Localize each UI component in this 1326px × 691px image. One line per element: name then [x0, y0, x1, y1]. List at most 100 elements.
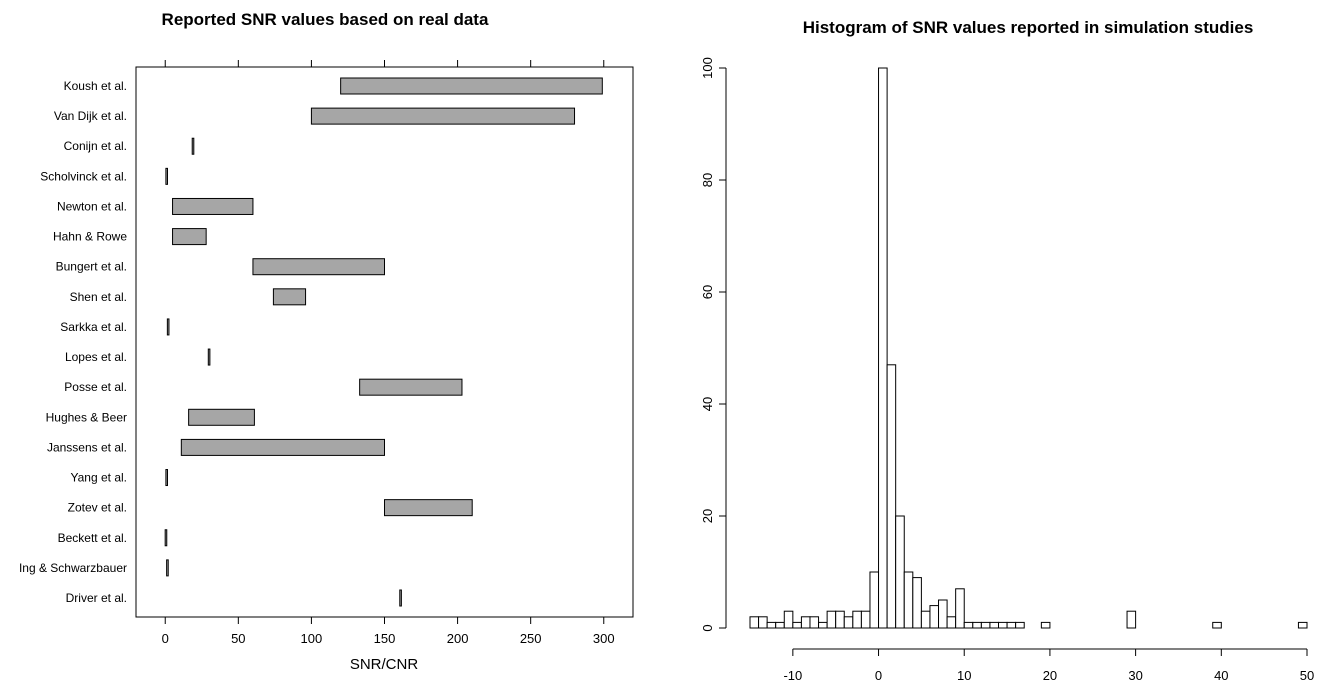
x-tick-label: 50 [231, 631, 245, 646]
x-tick-label: 0 [875, 668, 882, 683]
range-bar [164, 529, 168, 547]
histogram-bar [758, 616, 768, 629]
histogram-bar [749, 616, 760, 629]
snr-simulation-histogram: Histogram of SNR values reported in simu… [700, 18, 1314, 683]
y-tick-label: 40 [700, 397, 715, 411]
histogram-bar [800, 616, 811, 629]
histogram-bar [895, 515, 905, 629]
range-bar [166, 559, 169, 577]
right-x-axis: -10 0 10 20 30 40 50 [783, 648, 1314, 683]
histogram-bar [1297, 621, 1308, 629]
histogram-bar [886, 364, 897, 629]
histogram-bar [938, 599, 948, 629]
histogram-bar [826, 610, 837, 629]
histogram-bar [766, 621, 777, 629]
study-label: Hahn & Rowe [53, 230, 127, 244]
study-label: Beckett et al. [58, 531, 127, 545]
histogram-bar [1015, 621, 1025, 629]
histogram-bar [1212, 621, 1222, 629]
y-tick-label: 60 [700, 285, 715, 299]
study-label: Lopes et al. [65, 350, 127, 364]
histogram-bar [972, 621, 982, 629]
histogram-bar [852, 610, 862, 629]
histogram-bar [912, 577, 922, 629]
x-tick-label: 50 [1300, 668, 1314, 683]
y-tick-label: 0 [700, 624, 715, 631]
y-tick-label: 80 [700, 173, 715, 187]
histogram-bars [749, 67, 1308, 629]
histogram-bar [980, 621, 991, 629]
histogram-bar [818, 621, 828, 629]
x-tick-label: -10 [783, 668, 802, 683]
x-tick-label: 30 [1128, 668, 1142, 683]
range-bar [384, 499, 473, 517]
y-tick-label: 100 [700, 57, 715, 79]
study-label: Koush et al. [64, 79, 127, 93]
histogram-bar [809, 616, 820, 629]
histogram-bar [920, 610, 931, 629]
y-tick-label: 20 [700, 509, 715, 523]
study-label: Bungert et al. [56, 260, 127, 274]
range-bar [165, 469, 168, 487]
histogram-bar [963, 621, 974, 629]
histogram-bar [1040, 621, 1051, 629]
left-plot-frame [135, 66, 634, 618]
x-tick-label: 20 [1043, 668, 1057, 683]
range-bar [340, 77, 603, 95]
right-y-axis: 0 20 40 60 80 100 [700, 57, 727, 632]
study-label: Janssens et al. [47, 440, 127, 454]
x-tick-label: 40 [1214, 668, 1228, 683]
histogram-bar [998, 621, 1008, 629]
x-tick-label: 0 [162, 631, 169, 646]
histogram-bar [903, 571, 914, 629]
range-bar [191, 137, 195, 155]
histogram-bar [860, 610, 871, 629]
histogram-bar [1126, 610, 1137, 629]
study-label: Newton et al. [57, 199, 127, 213]
study-label: Conijn et al. [64, 139, 127, 153]
histogram-bar [775, 621, 785, 629]
histogram-bar [1006, 621, 1017, 629]
study-label: Hughes & Beer [46, 410, 127, 424]
snr-real-data-chart: Reported SNR values based on real data K… [19, 10, 634, 673]
range-bar [252, 258, 385, 276]
range-bar [359, 378, 463, 396]
left-range-bars [164, 77, 603, 607]
histogram-bar [835, 610, 845, 629]
study-labels: Koush et al. Van Dijk et al. Conijn et al.… [19, 79, 127, 605]
range-bar [310, 107, 576, 125]
left-chart-title: Reported SNR values based on real data [162, 10, 489, 29]
histogram-bar [843, 616, 854, 629]
x-tick-label: 100 [301, 631, 323, 646]
histogram-bar [878, 67, 888, 629]
study-label: Yang et al. [71, 471, 127, 485]
range-bar [172, 228, 207, 246]
range-bar [399, 589, 402, 607]
histogram-bar [929, 605, 940, 629]
range-bar [272, 288, 307, 306]
x-tick-label: 200 [447, 631, 469, 646]
histogram-bar [946, 616, 957, 629]
study-label: Zotev et al. [68, 501, 127, 515]
range-bar [207, 348, 211, 366]
histogram-bar [955, 588, 965, 629]
study-label: Driver et al. [66, 591, 127, 605]
study-label: Scholvinck et al. [40, 169, 127, 183]
range-bar [166, 318, 170, 336]
range-bar [165, 167, 168, 185]
range-bar [188, 408, 255, 426]
x-tick-label: 300 [593, 631, 615, 646]
study-label: Posse et al. [64, 380, 127, 394]
study-label: Sarkka et al. [60, 320, 127, 334]
histogram-bar [869, 571, 880, 629]
x-tick-label: 10 [957, 668, 971, 683]
study-label: Van Dijk et al. [54, 109, 127, 123]
study-label: Ing & Schwarzbauer [19, 561, 127, 575]
range-bar [180, 438, 385, 456]
histogram-bar [792, 621, 802, 629]
left-x-axis-label: SNR/CNR [350, 656, 419, 673]
histogram-bar [783, 610, 794, 629]
left-x-axis: 0 50 100 150 200 250 300 [162, 60, 615, 646]
x-tick-label: 250 [520, 631, 542, 646]
